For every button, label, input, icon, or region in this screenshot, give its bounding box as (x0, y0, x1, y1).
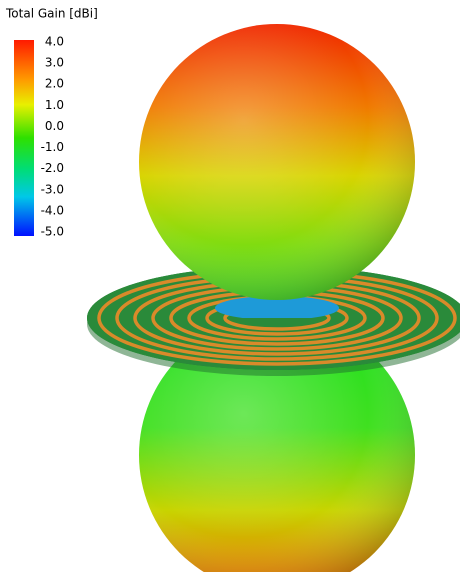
colorbar (14, 40, 34, 236)
colorbar-tick-label: 0.0 (45, 119, 64, 133)
colorbar-tick-label: -5.0 (41, 225, 64, 239)
colorbar-tick-label: -1.0 (41, 140, 64, 154)
upper-lobe (139, 24, 415, 318)
colorbar-tick-label: 2.0 (45, 77, 64, 91)
colorbar-tick-label: -2.0 (41, 161, 64, 175)
colorbar-tick-label: -4.0 (41, 203, 64, 217)
lower-lobe (139, 317, 415, 572)
colorbar-tick-label: 3.0 (45, 56, 64, 70)
colorbar-tick-label: 1.0 (45, 98, 64, 112)
legend-title: Total Gain [dBi] (5, 7, 98, 21)
spiral-antenna (87, 266, 460, 376)
colorbar-tick-label: -3.0 (41, 182, 64, 196)
colorbar-tick-label: 4.0 (45, 35, 64, 49)
